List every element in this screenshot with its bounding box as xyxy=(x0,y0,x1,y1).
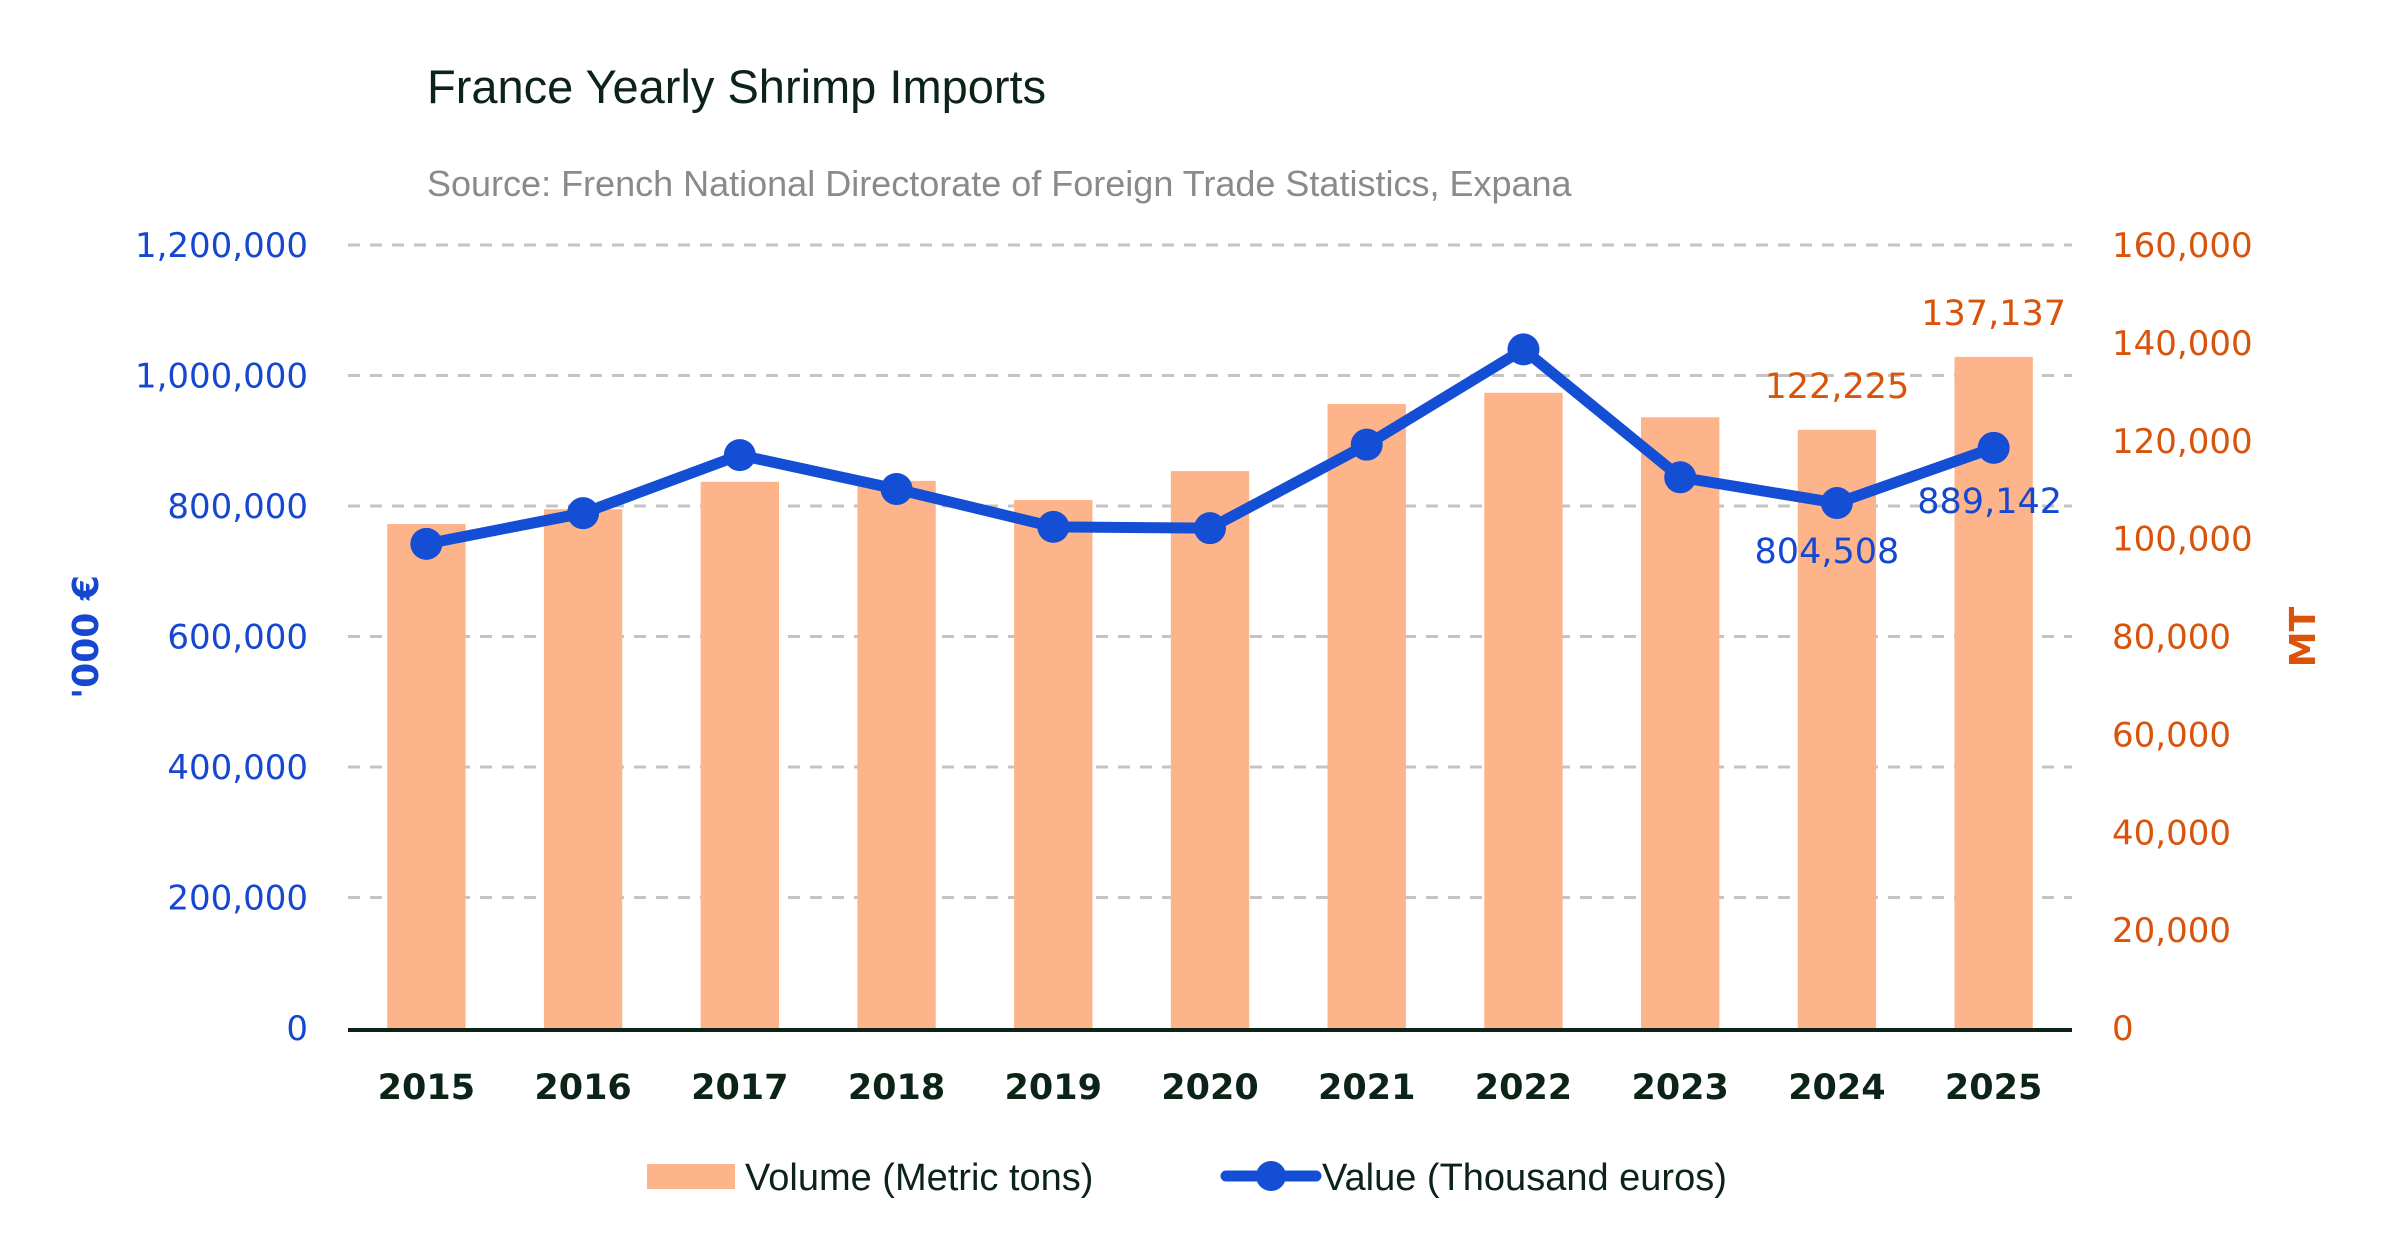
right-tick-label: 140,000 xyxy=(2112,324,2253,364)
left-tick-label: 800,000 xyxy=(167,487,308,527)
x-tick-label: 2019 xyxy=(1005,1068,1102,1108)
right-tick-label: 40,000 xyxy=(2112,813,2231,853)
right-tick-label: 20,000 xyxy=(2112,911,2231,951)
volume-bar[interactable] xyxy=(1954,356,2033,1028)
volume-bar[interactable] xyxy=(1797,429,1877,1028)
value-point[interactable] xyxy=(1977,431,2010,464)
x-tick-label: 2015 xyxy=(378,1068,475,1108)
volume-bars xyxy=(387,356,2033,1029)
x-tick-label: 2017 xyxy=(691,1068,788,1108)
value-point[interactable] xyxy=(1664,461,1697,494)
x-tick-label: 2021 xyxy=(1318,1068,1415,1108)
value-point[interactable] xyxy=(410,527,443,560)
volume-bar[interactable] xyxy=(1170,471,1250,1028)
right-tick-label: 120,000 xyxy=(2112,422,2253,462)
legend-item-value[interactable]: Value (Thousand euros) xyxy=(1220,1157,1727,1199)
left-tick-label: 600,000 xyxy=(167,618,308,658)
left-axis-title: '000 € xyxy=(66,575,107,699)
value-line-series xyxy=(410,333,2010,560)
x-tick-label: 2025 xyxy=(1945,1068,2042,1108)
x-tick-label: 2022 xyxy=(1475,1068,1572,1108)
legend-bar-swatch xyxy=(647,1164,735,1189)
volume-data-label: 122,225 xyxy=(1765,367,1910,407)
value-point[interactable] xyxy=(723,439,756,472)
x-tick-label: 2023 xyxy=(1631,1068,1728,1108)
volume-bar[interactable] xyxy=(543,509,623,1028)
legend-marker-swatch xyxy=(1256,1161,1286,1191)
x-tick-label: 2024 xyxy=(1788,1068,1885,1108)
left-tick-label: 0 xyxy=(286,1009,308,1049)
value-point[interactable] xyxy=(1820,487,1853,520)
data-labels: 122,225 137,137 804,508 889,142 xyxy=(1755,294,2066,572)
value-data-label: 804,508 xyxy=(1755,532,1900,572)
volume-bar[interactable] xyxy=(700,481,779,1028)
value-point[interactable] xyxy=(1507,333,1540,366)
legend-item-volume[interactable]: Volume (Metric tons) xyxy=(647,1157,1093,1199)
volume-data-label: 137,137 xyxy=(1921,294,2066,334)
right-axis-ticks: 0 20,000 40,000 60,000 80,000 100,000 120,000 1… xyxy=(2112,226,2253,1049)
right-axis-title: MT xyxy=(2283,606,2324,667)
right-tick-label: 80,000 xyxy=(2112,618,2231,658)
volume-bar[interactable] xyxy=(387,523,466,1028)
volume-bar[interactable] xyxy=(1641,417,1720,1028)
left-tick-label: 1,200,000 xyxy=(135,226,308,266)
volume-bar[interactable] xyxy=(857,480,936,1028)
x-tick-label: 2018 xyxy=(848,1068,945,1108)
value-point[interactable] xyxy=(1350,428,1383,461)
chart-title: France Yearly Shrimp Imports xyxy=(427,60,1046,113)
right-tick-label: 160,000 xyxy=(2112,226,2253,266)
volume-bar[interactable] xyxy=(1327,404,1406,1028)
right-tick-label: 100,000 xyxy=(2112,520,2253,560)
value-point[interactable] xyxy=(1194,512,1226,545)
legend-label-value: Value (Thousand euros) xyxy=(1322,1157,1727,1199)
volume-bar[interactable] xyxy=(1014,499,1093,1029)
legend-label-volume: Volume (Metric tons) xyxy=(745,1157,1093,1199)
right-tick-label: 0 xyxy=(2112,1009,2134,1049)
right-tick-label: 60,000 xyxy=(2112,715,2231,755)
left-tick-label: 1,000,000 xyxy=(135,357,308,397)
x-tick-label: 2016 xyxy=(534,1068,631,1108)
value-point[interactable] xyxy=(1037,510,1070,543)
x-axis-ticks: 2015 2016 2017 2018 2019 2020 2021 2022 2023 2024… xyxy=(378,1068,2043,1108)
value-data-label: 889,142 xyxy=(1917,482,2062,522)
chart-subtitle: Source: French National Directorate of F… xyxy=(427,163,1573,204)
value-point[interactable] xyxy=(880,473,913,506)
left-tick-label: 200,000 xyxy=(167,879,308,919)
legend: Volume (Metric tons) Value (Thousand eur… xyxy=(647,1157,1727,1199)
volume-bar[interactable] xyxy=(1484,392,1563,1028)
value-point[interactable] xyxy=(567,497,600,530)
left-axis-ticks: 0 200,000 400,000 600,000 800,000 1,000,000 1,… xyxy=(135,226,308,1049)
x-tick-label: 2020 xyxy=(1161,1068,1258,1108)
left-tick-label: 400,000 xyxy=(167,748,308,788)
